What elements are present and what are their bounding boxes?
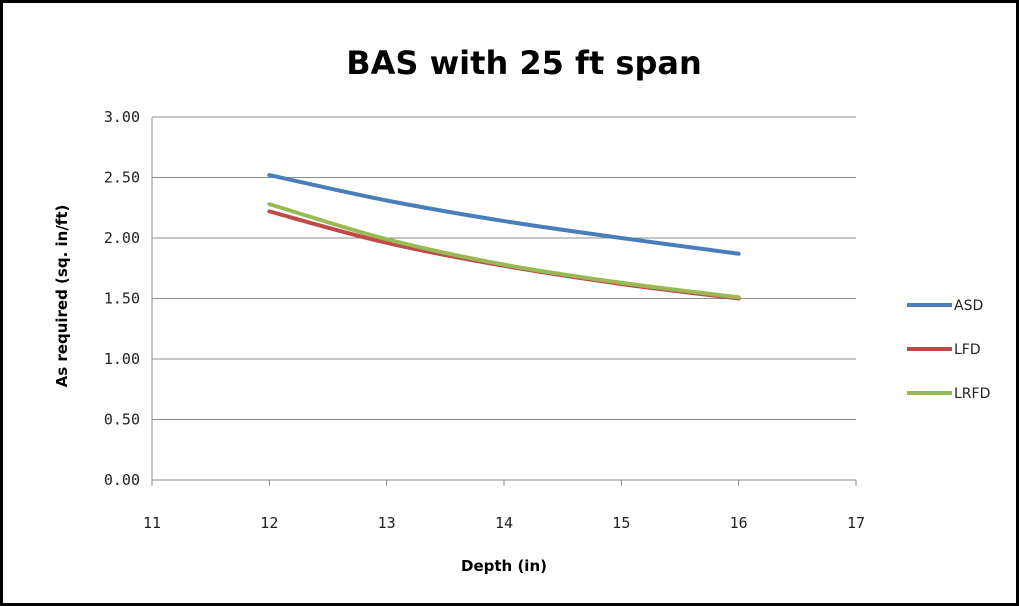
y-tick-label: 1.00 xyxy=(104,350,140,368)
legend-label-lrfd: LRFD xyxy=(954,386,990,402)
y-tick-label: 0.00 xyxy=(104,471,140,489)
y-tick-label: 2.50 xyxy=(104,169,140,187)
x-tick-label: 17 xyxy=(847,514,865,532)
x-tick-label: 15 xyxy=(612,514,630,532)
series-line-lrfd xyxy=(267,202,741,300)
y-tick-label: 1.50 xyxy=(104,290,140,308)
series-lines xyxy=(267,173,741,301)
x-tick-label: 14 xyxy=(495,514,513,532)
x-tick-label: 13 xyxy=(378,514,396,532)
legend: ASD LFD LRFD xyxy=(907,298,990,402)
y-tick-label: 2.00 xyxy=(104,229,140,247)
x-tick-label: 16 xyxy=(730,514,748,532)
series-line-asd xyxy=(267,173,741,256)
x-tick-label: 12 xyxy=(260,514,278,532)
gridlines xyxy=(151,116,857,486)
chart-title: BAS with 25 ft span xyxy=(346,44,701,82)
y-tick-labels: 0.00 0.50 1.00 1.50 2.00 2.50 3.00 xyxy=(104,108,140,489)
legend-label-asd: ASD xyxy=(954,298,983,314)
y-axis-label: As required (sq. in/ft) xyxy=(53,205,71,388)
y-tick-label: 0.50 xyxy=(104,411,140,429)
y-tick-label: 3.00 xyxy=(104,108,140,126)
chart-svg: BAS with 25 ft span 0.00 0.50 1.00 1.50 2.00… xyxy=(53,44,990,575)
legend-label-lfd: LFD xyxy=(954,342,981,358)
x-tick-labels: 11 12 13 14 15 16 17 xyxy=(143,514,865,532)
x-axis-label: Depth (in) xyxy=(461,557,547,575)
x-tick-label: 11 xyxy=(143,514,161,532)
